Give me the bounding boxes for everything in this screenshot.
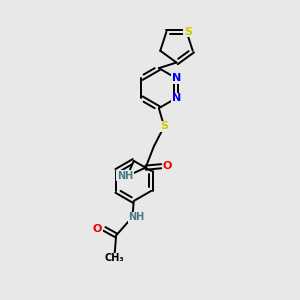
Text: CH₃: CH₃ <box>105 253 124 263</box>
Text: NH: NH <box>117 171 133 181</box>
Text: O: O <box>162 161 172 171</box>
Text: O: O <box>93 224 102 234</box>
Text: N: N <box>172 73 181 83</box>
Text: S: S <box>160 122 168 131</box>
Text: S: S <box>184 27 192 37</box>
Text: NH: NH <box>128 212 144 222</box>
Text: N: N <box>172 93 181 103</box>
